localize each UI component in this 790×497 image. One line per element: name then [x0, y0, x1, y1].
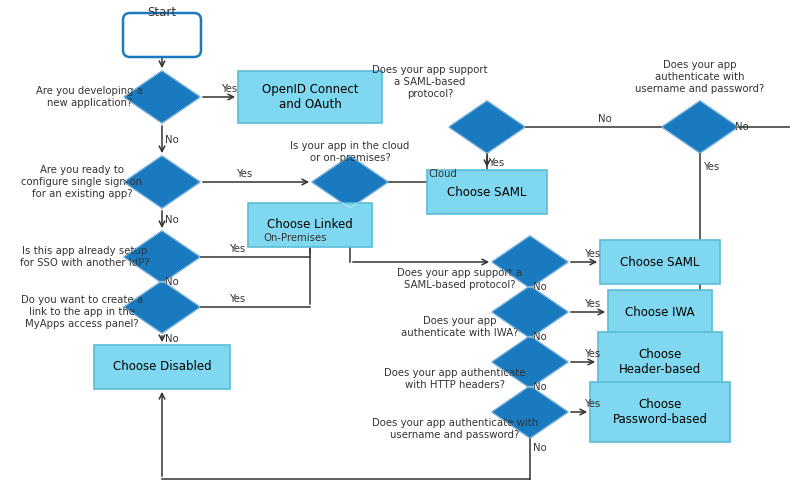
Text: Are you developing a
new application?: Are you developing a new application?: [36, 86, 144, 108]
Text: Does your app authenticate
with HTTP headers?: Does your app authenticate with HTTP hea…: [384, 368, 525, 390]
Text: OpenID Connect
and OAuth: OpenID Connect and OAuth: [261, 83, 358, 111]
Text: No: No: [165, 277, 179, 287]
Text: Yes: Yes: [230, 294, 246, 304]
Polygon shape: [124, 281, 200, 333]
Polygon shape: [124, 71, 200, 123]
Polygon shape: [124, 156, 200, 208]
Text: Start: Start: [148, 6, 176, 19]
Text: Yes: Yes: [585, 249, 601, 259]
FancyBboxPatch shape: [608, 290, 712, 334]
Text: Choose SAML: Choose SAML: [620, 255, 700, 268]
Text: No: No: [533, 443, 547, 453]
Text: Yes: Yes: [237, 169, 253, 179]
Polygon shape: [492, 386, 568, 438]
Text: No: No: [533, 332, 547, 342]
Text: Choose IWA: Choose IWA: [625, 306, 694, 319]
Text: Yes: Yes: [585, 299, 601, 309]
FancyBboxPatch shape: [94, 345, 230, 389]
Text: Yes: Yes: [230, 244, 246, 254]
FancyBboxPatch shape: [427, 170, 547, 214]
Text: No: No: [598, 114, 612, 124]
FancyBboxPatch shape: [238, 71, 382, 123]
Polygon shape: [492, 286, 568, 338]
Text: Does your app authenticate with
username and password?: Does your app authenticate with username…: [372, 418, 538, 440]
Text: No: No: [165, 135, 179, 145]
Polygon shape: [662, 101, 738, 153]
Text: Yes: Yes: [222, 84, 238, 94]
Text: No: No: [165, 215, 179, 225]
FancyBboxPatch shape: [248, 203, 372, 247]
Text: Choose Linked: Choose Linked: [267, 219, 353, 232]
Polygon shape: [492, 336, 568, 388]
Polygon shape: [449, 101, 525, 153]
Text: No: No: [533, 382, 547, 392]
Text: Yes: Yes: [704, 162, 720, 172]
Text: Choose
Password-based: Choose Password-based: [612, 398, 708, 426]
Text: Choose
Header-based: Choose Header-based: [619, 348, 702, 376]
Text: On-Premises: On-Premises: [263, 233, 327, 243]
Text: Is this app already setup
for SSO with another IdP?: Is this app already setup for SSO with a…: [21, 246, 150, 268]
Text: Do you want to create a
link to the app in the
MyApps access panel?: Do you want to create a link to the app …: [21, 295, 143, 329]
Text: Choose Disabled: Choose Disabled: [113, 360, 211, 374]
Text: No: No: [533, 282, 547, 292]
Polygon shape: [312, 156, 388, 208]
FancyBboxPatch shape: [590, 382, 730, 442]
Text: Cloud: Cloud: [428, 169, 457, 179]
FancyBboxPatch shape: [123, 13, 201, 57]
Text: No: No: [735, 122, 749, 132]
Text: Does your app support
a SAML-based
protocol?: Does your app support a SAML-based proto…: [372, 66, 487, 98]
Text: Yes: Yes: [585, 349, 601, 359]
Text: Yes: Yes: [489, 158, 505, 168]
Polygon shape: [124, 231, 200, 283]
FancyBboxPatch shape: [600, 240, 720, 284]
Text: Choose SAML: Choose SAML: [447, 185, 527, 198]
Text: Does your app
authenticate with IWA?: Does your app authenticate with IWA?: [401, 316, 519, 338]
Text: Is your app in the cloud
or on-premises?: Is your app in the cloud or on-premises?: [290, 141, 410, 163]
Text: Does your app support a
SAML-based protocol?: Does your app support a SAML-based proto…: [397, 268, 522, 290]
Text: No: No: [165, 334, 179, 344]
Text: Are you ready to
configure single sign-on
for an existing app?: Are you ready to configure single sign-o…: [21, 166, 142, 199]
FancyBboxPatch shape: [598, 332, 722, 392]
Text: Does your app
authenticate with
username and password?: Does your app authenticate with username…: [635, 61, 765, 93]
Text: Yes: Yes: [585, 399, 601, 409]
Polygon shape: [492, 236, 568, 288]
